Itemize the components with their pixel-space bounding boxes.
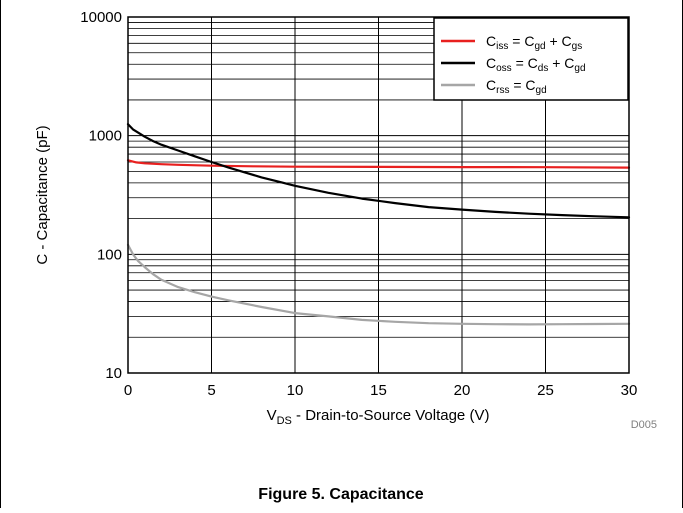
x-axis-label-rest: - Drain-to-Source Voltage (V) — [292, 407, 490, 424]
series-line-ciss — [126, 159, 631, 169]
x-axis-label-prefix: V — [267, 407, 277, 424]
x-tick-label: 5 — [207, 382, 215, 399]
series-layer — [126, 123, 631, 326]
legend-label-crss: Crss = Cgd — [486, 77, 547, 96]
x-tick-label: 10 — [287, 382, 304, 399]
legend-label-coss: Coss = Cds + Cgd — [486, 55, 586, 74]
series-line-crss — [126, 243, 631, 326]
x-tick-label: 0 — [124, 382, 132, 399]
legend-label-ciss: Ciss = Cgd + Cgs — [486, 33, 582, 52]
x-tick-label: 15 — [370, 382, 387, 399]
y-tick-label: 1000 — [89, 128, 122, 145]
y-tick-label: 10000 — [80, 9, 122, 26]
x-tick-labels: 0 5 10 15 20 25 30 — [124, 382, 638, 399]
legend: Ciss = Cgd + Cgs Coss = Cds + Cgd Crss = C… — [433, 17, 629, 101]
x-axis-label-subscript: DS — [277, 415, 292, 427]
legend-box — [433, 17, 629, 101]
series-line-coss — [126, 123, 631, 219]
y-tick-label: 100 — [97, 246, 122, 263]
x-tick-label: 20 — [454, 382, 471, 399]
plot-area-border — [127, 16, 630, 374]
y-axis-label: C - Capacitance (pF) — [34, 125, 51, 264]
x-axis-label: VDS - Drain-to-Source Voltage (V) — [267, 407, 490, 427]
x-tick-label: 25 — [537, 382, 554, 399]
x-tick-label: 30 — [621, 382, 638, 399]
y-tick-labels: 10 100 1000 10000 — [80, 9, 122, 382]
figure-code: D005 — [631, 419, 657, 431]
y-tick-label: 10 — [105, 365, 122, 382]
figure-caption: Figure 5. Capacitance — [258, 486, 423, 503]
